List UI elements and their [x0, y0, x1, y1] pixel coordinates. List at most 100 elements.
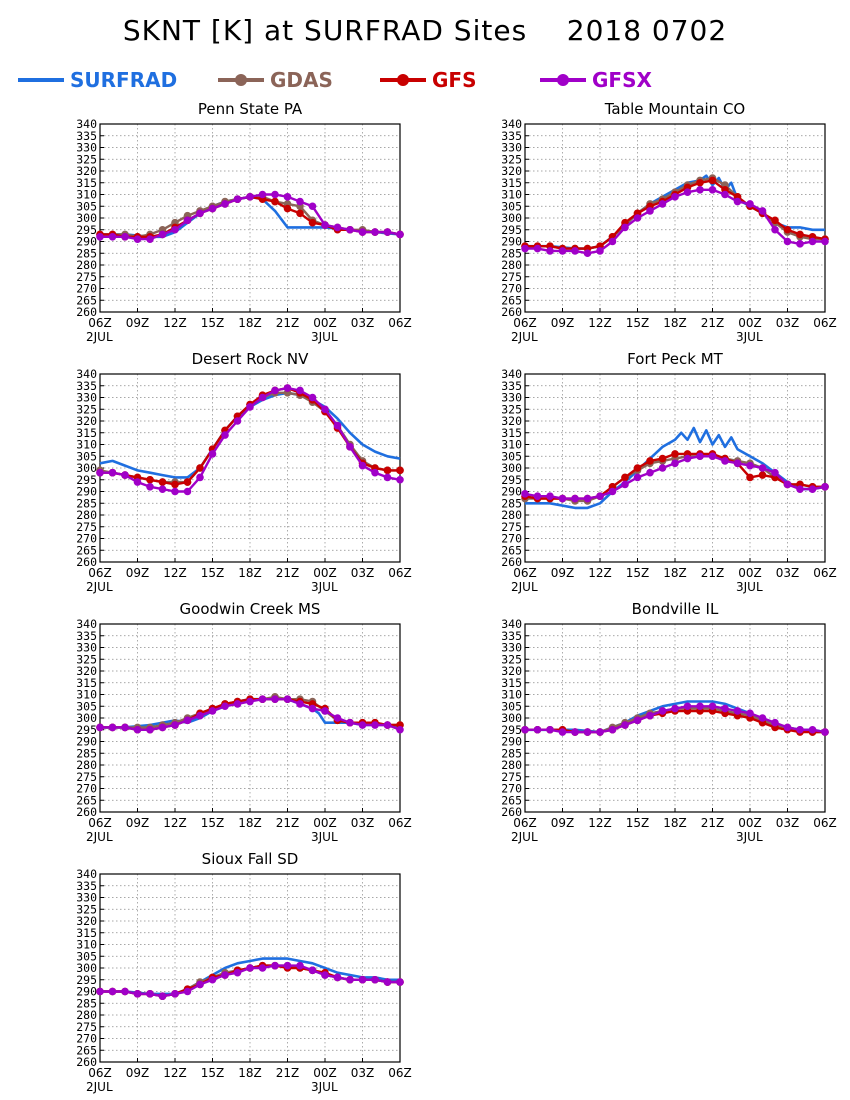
legend-label: GDAS [270, 68, 333, 92]
y-tick-label: 320 [501, 414, 522, 428]
data-point-gfsx [633, 716, 642, 725]
x-tick-label: 00Z [313, 816, 337, 830]
y-tick-label: 305 [76, 199, 97, 213]
data-point-gfsx [746, 461, 754, 470]
y-tick-label: 280 [501, 258, 522, 272]
x-tick-label: 09Z [551, 816, 575, 830]
x-tick-label: 06Z [388, 566, 412, 580]
y-tick-label: 305 [501, 199, 522, 213]
data-point-gfs [671, 450, 679, 458]
y-tick-label: 340 [76, 617, 97, 631]
data-point-gfsx [258, 695, 267, 703]
data-point-gfsx [108, 233, 117, 241]
data-point-gfsx [158, 230, 167, 239]
y-tick-label: 315 [76, 676, 97, 690]
data-point-gfsx [808, 485, 817, 493]
data-point-gfsx [633, 214, 642, 222]
panel-title: Fort Peck MT [627, 350, 723, 368]
data-point-gfsx [296, 961, 304, 970]
x-date-label: 3JUL [311, 580, 338, 594]
page-title: SKNT [K] at SURFRAD Sites 2018 0702 [122, 14, 728, 47]
data-point-gfsx [558, 247, 567, 255]
x-date-label: 2JUL [86, 330, 113, 344]
data-point-gfsx [371, 975, 379, 984]
y-tick-label: 275 [501, 520, 522, 534]
data-point-gfsx [196, 711, 204, 720]
y-tick-label: 285 [501, 246, 522, 260]
data-point-gfs [633, 464, 642, 472]
data-point-gfs [621, 473, 629, 482]
x-tick-label: 18Z [238, 1066, 262, 1080]
x-date-label: 2JUL [511, 830, 538, 844]
data-point-gfsx [658, 707, 667, 715]
data-point-gfs [771, 216, 779, 225]
y-tick-label: 295 [501, 473, 522, 487]
panel-title: Desert Rock NV [192, 350, 309, 368]
data-point-gfsx [608, 487, 617, 496]
data-point-gfsx [321, 971, 329, 979]
panel-title: Goodwin Creek MS [180, 600, 321, 618]
data-point-gfsx [233, 700, 242, 708]
y-tick-label: 280 [76, 258, 97, 272]
y-tick-label: 305 [76, 699, 97, 713]
data-point-gfsx [696, 702, 704, 711]
data-point-gfsx [658, 464, 667, 472]
data-point-gfsx [521, 490, 529, 498]
data-point-gfsx [708, 186, 717, 194]
y-tick-label: 325 [501, 402, 522, 416]
x-tick-label: 06Z [88, 316, 112, 330]
y-tick-label: 280 [76, 758, 97, 772]
data-point-gfsx [533, 492, 542, 501]
y-tick-label: 335 [76, 629, 97, 643]
data-point-gfsx [171, 487, 179, 496]
x-tick-label: 00Z [313, 1066, 337, 1080]
data-point-gfsx [708, 702, 717, 711]
x-tick-label: 00Z [738, 316, 762, 330]
x-tick-label: 15Z [626, 316, 650, 330]
data-point-gfsx [758, 464, 767, 472]
data-point-gfsx [596, 492, 604, 501]
y-tick-label: 320 [501, 164, 522, 178]
data-point-gfsx [96, 468, 104, 477]
data-point-gfsx [771, 225, 779, 234]
y-tick-label: 295 [76, 473, 97, 487]
y-tick-label: 335 [501, 379, 522, 393]
x-tick-label: 06Z [388, 816, 412, 830]
data-point-gfsx [96, 233, 104, 241]
y-tick-label: 265 [76, 1043, 97, 1057]
data-point-gfsx [533, 725, 542, 734]
data-point-gfsx [396, 475, 404, 484]
y-tick-label: 325 [501, 152, 522, 166]
y-tick-label: 270 [76, 532, 97, 546]
data-point-gfsx [208, 707, 217, 715]
x-tick-label: 03Z [776, 816, 800, 830]
y-tick-label: 335 [501, 129, 522, 143]
data-point-gfsx [308, 966, 317, 975]
data-point-gfsx [358, 975, 367, 984]
data-point-gfsx [683, 702, 692, 711]
series-line-surfrad [100, 957, 400, 996]
legend-swatch [18, 78, 64, 82]
data-point-gfsx [196, 980, 204, 989]
data-point-gfsx [358, 721, 367, 729]
y-tick-label: 295 [501, 223, 522, 237]
y-tick-label: 275 [76, 270, 97, 284]
data-point-gfsx [546, 247, 554, 255]
y-tick-label: 330 [76, 141, 97, 155]
data-point-gfsx [358, 228, 367, 236]
data-point-gfsx [696, 186, 704, 194]
data-point-gfsx [121, 233, 129, 241]
y-tick-label: 300 [501, 461, 522, 475]
data-point-gfsx [783, 723, 792, 732]
y-tick-label: 280 [501, 758, 522, 772]
y-tick-label: 320 [501, 664, 522, 678]
data-point-gfsx [208, 450, 217, 458]
y-tick-label: 335 [76, 879, 97, 893]
data-point-gfsx [346, 443, 354, 451]
x-tick-label: 18Z [663, 316, 687, 330]
data-point-gfs [171, 480, 179, 489]
y-tick-label: 270 [76, 1032, 97, 1046]
legend-marker [557, 74, 569, 86]
y-tick-label: 285 [76, 746, 97, 760]
data-point-gfsx [358, 461, 367, 470]
